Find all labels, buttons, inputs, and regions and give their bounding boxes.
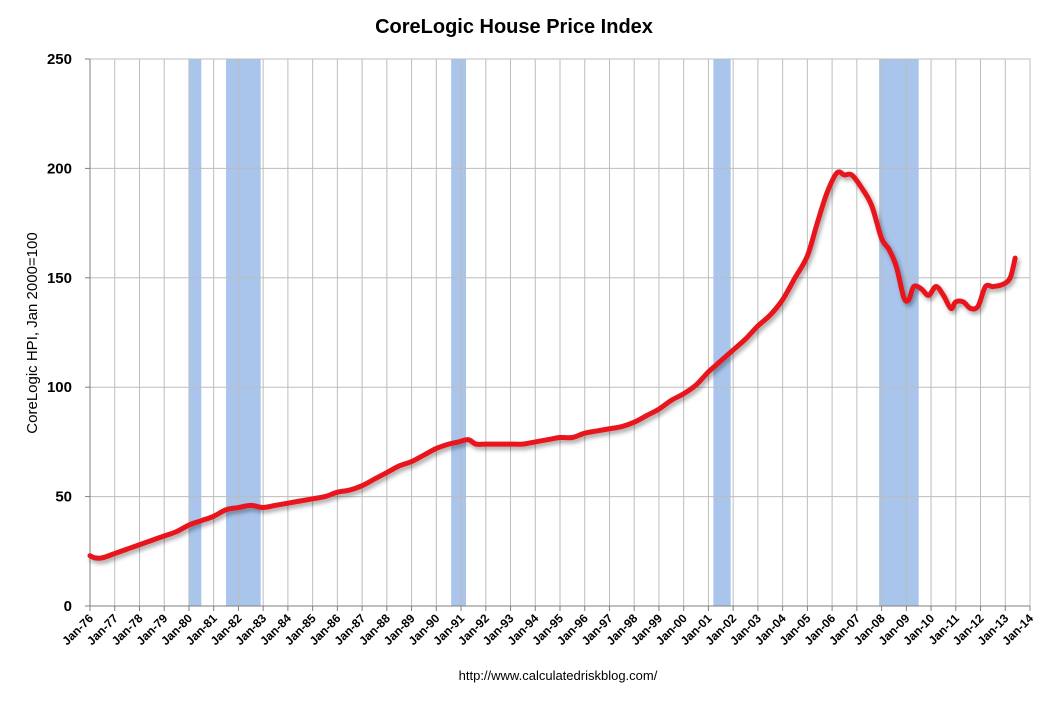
recession-bands — [188, 59, 919, 606]
axes — [85, 58, 1031, 611]
y-tick-label: 250 — [47, 51, 72, 68]
recession-band-2 — [226, 59, 261, 606]
y-tick-label: 0 — [64, 598, 72, 615]
recession-band-3 — [451, 59, 466, 606]
recession-band-5 — [879, 59, 919, 606]
y-tick-label: 100 — [47, 379, 72, 396]
series-group — [87, 169, 1018, 561]
chart-title: CoreLogic House Price Index — [375, 16, 653, 38]
source-url: http://www.calculatedriskblog.com/ — [459, 668, 658, 683]
y-tick-label: 150 — [47, 270, 72, 287]
gridlines — [90, 58, 1030, 606]
series-line-1 — [87, 169, 1018, 561]
recession-band-4 — [713, 59, 731, 606]
y-tick-label: 50 — [55, 489, 72, 506]
y-axis-label: CoreLogic HPI, Jan 2000=100 — [24, 232, 41, 433]
recession-band-1 — [188, 59, 202, 606]
y-tick-label: 200 — [47, 160, 72, 177]
